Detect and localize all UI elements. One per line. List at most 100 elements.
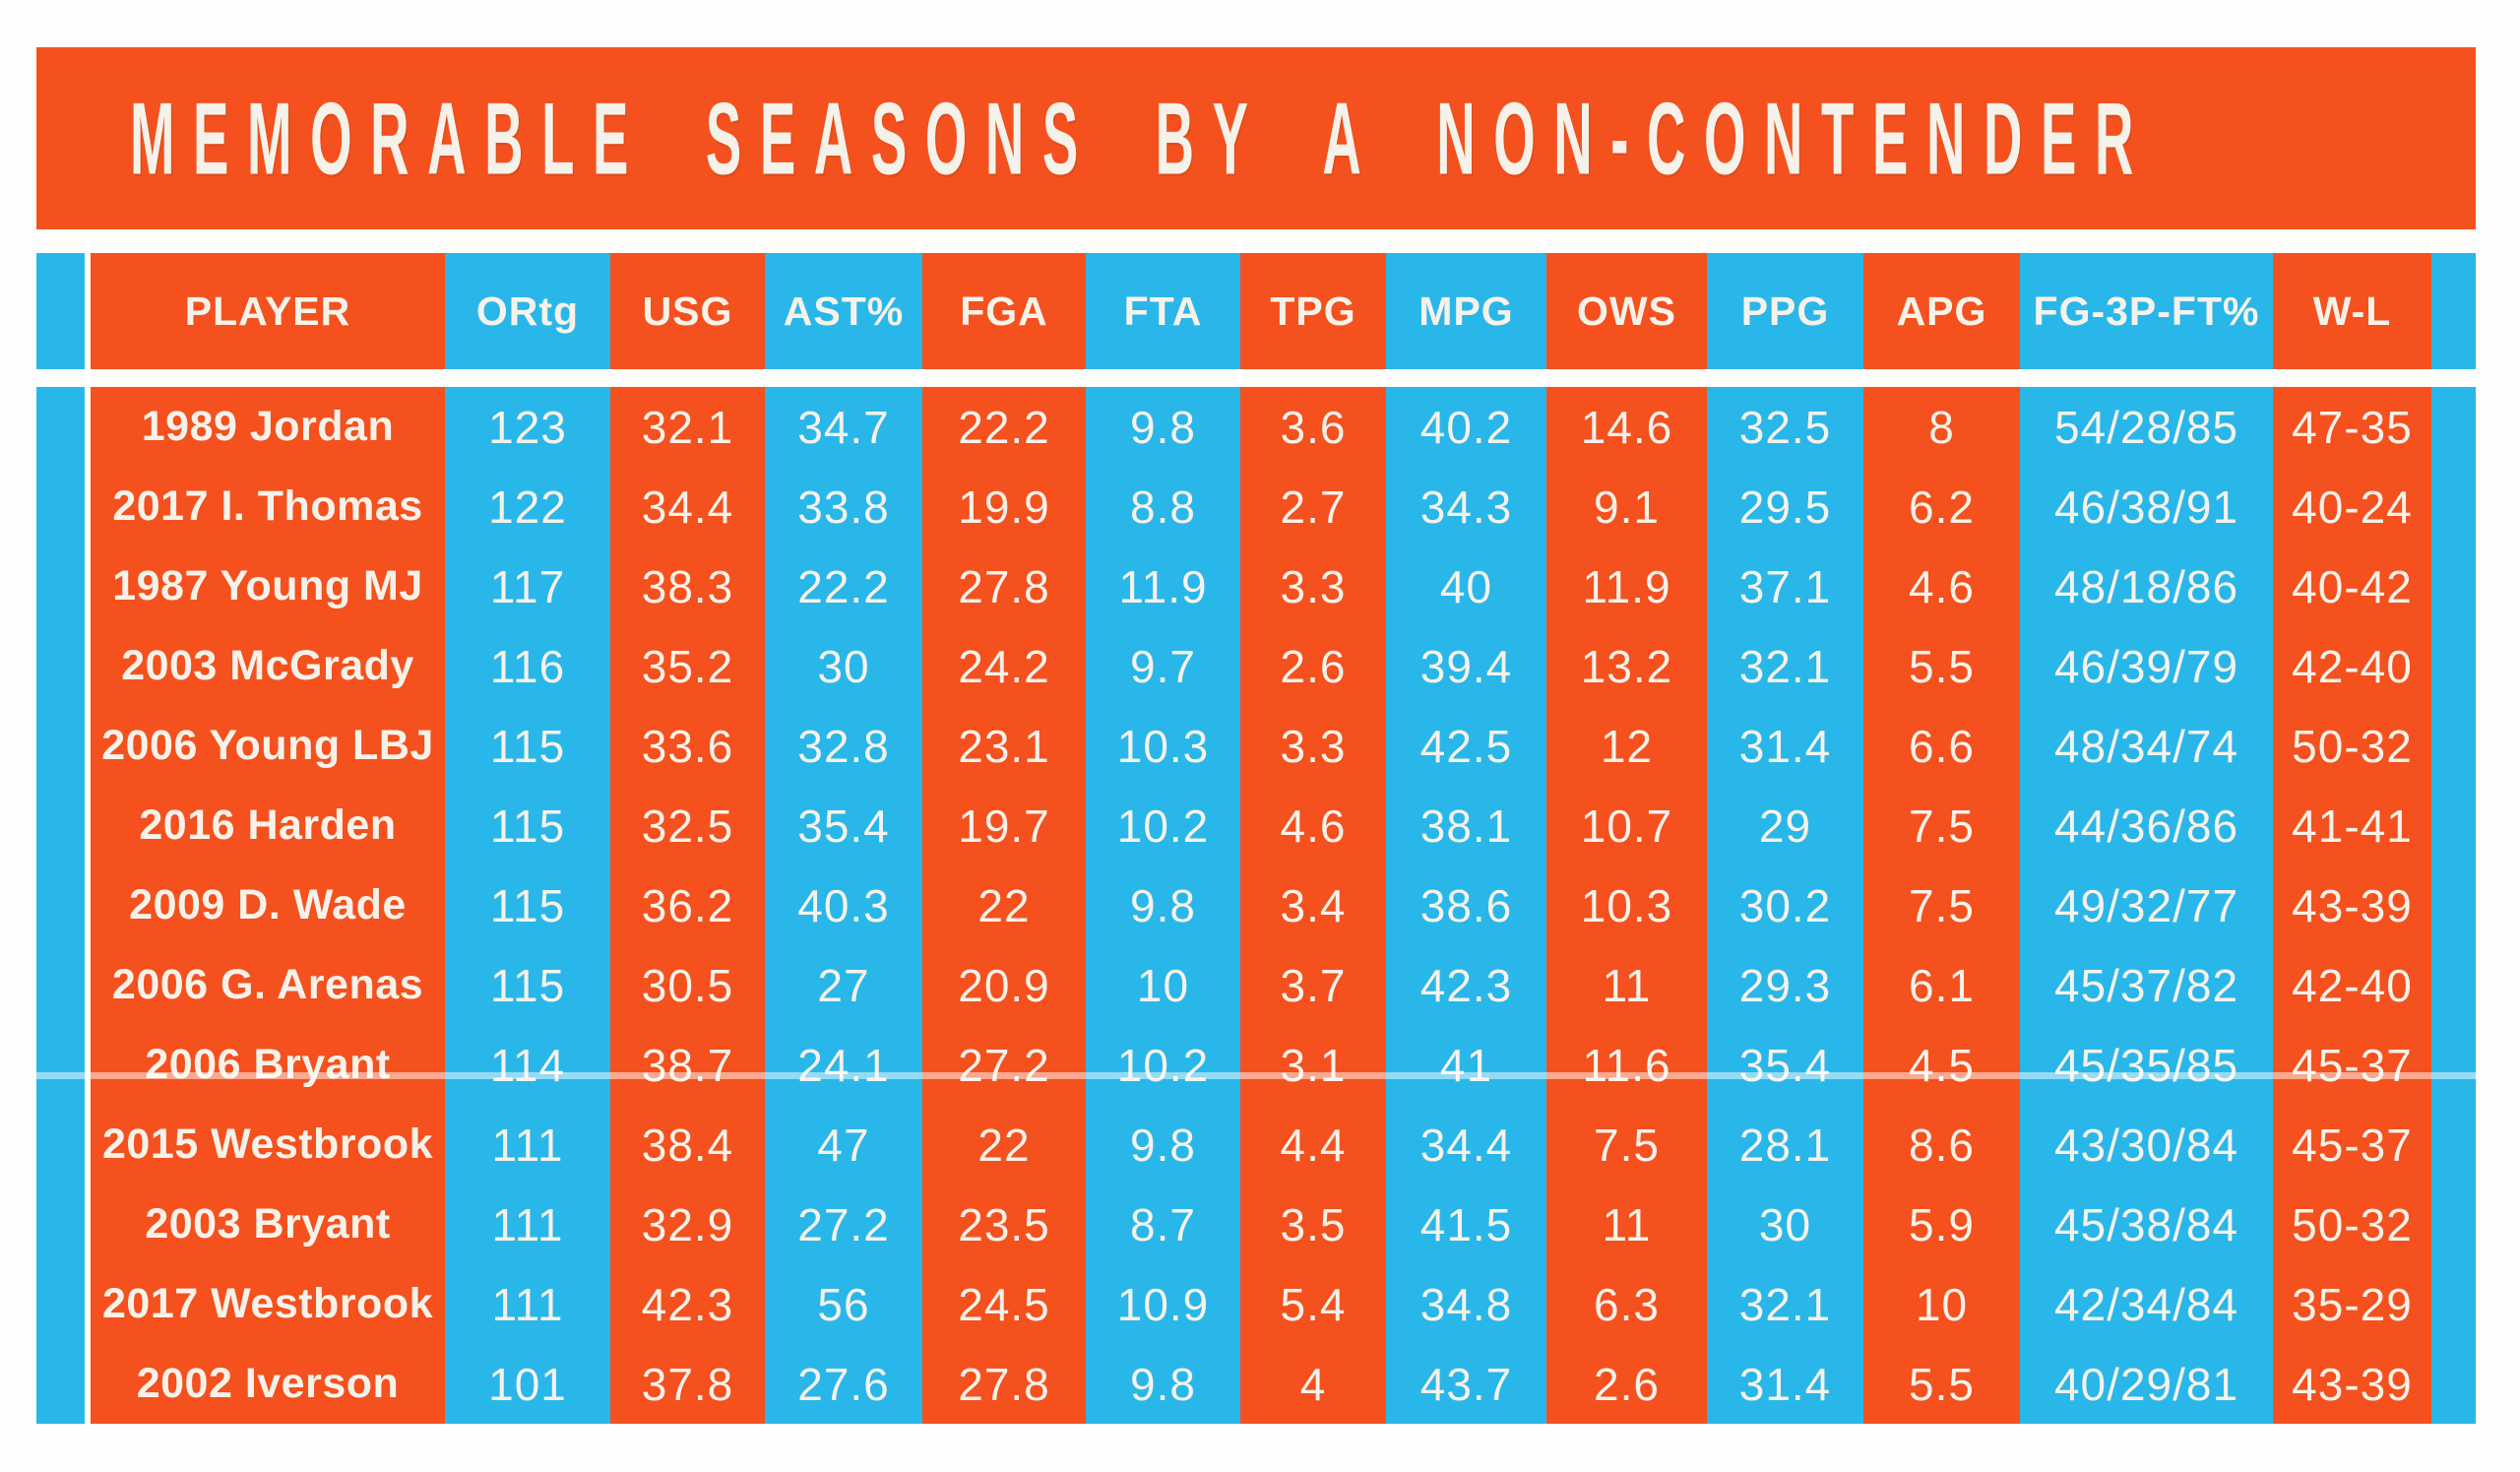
stat-cell-ortg: 101 — [445, 1344, 610, 1424]
stat-cell-fta: 10.2 — [1086, 1025, 1240, 1105]
stat-cell-fta: 10 — [1086, 945, 1240, 1025]
left-gutter-stripe — [36, 786, 85, 865]
stat-cell-apg: 6.2 — [1863, 467, 2020, 546]
left-gutter-stripe — [36, 1184, 85, 1264]
stat-cell-fga: 19.7 — [922, 786, 1086, 865]
stat-cell-wl: 50-32 — [2273, 1184, 2431, 1264]
right-gutter-stripe — [2431, 945, 2476, 1025]
stat-cell-astpct: 34.7 — [765, 387, 922, 467]
stat-cell-ppg: 29 — [1707, 786, 1863, 865]
table-row: 2015 Westbrook 111 38.4 47 22 9.8 4.4 34.4 7.5 28… — [0, 1105, 2520, 1184]
player-cell: 2006 G. Arenas — [91, 945, 445, 1025]
stat-cell-ppg: 29.5 — [1707, 467, 1863, 546]
stat-cell-fga: 27.8 — [922, 546, 1086, 626]
table-row: 2017 I. Thomas 122 34.4 33.8 19.9 8.8 2.7 34.3 9… — [0, 467, 2520, 546]
right-gutter-stripe — [2431, 1184, 2476, 1264]
stat-cell-ortg: 111 — [445, 1264, 610, 1344]
stat-cell-wl: 50-32 — [2273, 706, 2431, 786]
stat-cell-ppg: 31.4 — [1707, 706, 1863, 786]
stat-cell-apg: 5.9 — [1863, 1184, 2020, 1264]
right-gutter-stripe — [2431, 626, 2476, 706]
right-gutter-stripe — [2431, 387, 2476, 467]
stat-cell-mpg: 39.4 — [1386, 626, 1546, 706]
stat-cell-usg: 32.9 — [610, 1184, 765, 1264]
stat-cell-fga: 24.5 — [922, 1264, 1086, 1344]
stat-cell-tpg: 2.6 — [1240, 626, 1386, 706]
stat-cell-tpg: 3.7 — [1240, 945, 1386, 1025]
stat-cell-fg3ftpct: 46/38/91 — [2020, 467, 2273, 546]
left-gutter-stripe — [36, 945, 85, 1025]
stat-cell-fg3ftpct: 40/29/81 — [2020, 1344, 2273, 1424]
stat-cell-usg: 38.4 — [610, 1105, 765, 1184]
stat-cell-usg: 33.6 — [610, 706, 765, 786]
stat-cell-usg: 34.4 — [610, 467, 765, 546]
stat-cell-ppg: 31.4 — [1707, 1344, 1863, 1424]
right-gutter-stripe — [2431, 1264, 2476, 1344]
right-gutter-stripe — [2431, 865, 2476, 945]
stat-cell-ows: 11.6 — [1546, 1025, 1707, 1105]
stat-cell-fta: 10.9 — [1086, 1264, 1240, 1344]
stat-cell-apg: 8.6 — [1863, 1105, 2020, 1184]
stat-cell-apg: 10 — [1863, 1264, 2020, 1344]
page-title-text: MEMORABLE SEASONS BY A NON-CONTENDER — [130, 80, 2152, 196]
stat-cell-wl: 42-40 — [2273, 945, 2431, 1025]
table-row: 2003 Bryant 111 32.9 27.2 23.5 8.7 3.5 41.5 11 30… — [0, 1184, 2520, 1264]
stat-cell-tpg: 3.4 — [1240, 865, 1386, 945]
stat-cell-fga: 22.2 — [922, 387, 1086, 467]
stat-cell-ows: 10.7 — [1546, 786, 1707, 865]
left-gutter-stripe — [36, 467, 85, 546]
header-cell-ows: OWS — [1546, 253, 1707, 369]
right-gutter-stripe — [2431, 546, 2476, 626]
table-row: 2006 Bryant 114 38.7 24.1 27.2 10.2 3.1 41 11.6 3… — [0, 1025, 2520, 1105]
header-cell-usg: USG — [610, 253, 765, 369]
stat-cell-wl: 43-39 — [2273, 1344, 2431, 1424]
stat-cell-tpg: 3.1 — [1240, 1025, 1386, 1105]
stat-cell-ortg: 115 — [445, 865, 610, 945]
stat-cell-ows: 7.5 — [1546, 1105, 1707, 1184]
stat-cell-fta: 9.8 — [1086, 1105, 1240, 1184]
stat-cell-mpg: 43.7 — [1386, 1344, 1546, 1424]
left-gutter-stripe — [36, 706, 85, 786]
stat-cell-wl: 40-24 — [2273, 467, 2431, 546]
table-body: 1989 Jordan 123 32.1 34.7 22.2 9.8 3.6 40.2 14.6… — [0, 387, 2520, 1424]
table-row: 1987 Young MJ 117 38.3 22.2 27.8 11.9 3.3 40 11.… — [0, 546, 2520, 626]
stat-cell-tpg: 2.7 — [1240, 467, 1386, 546]
stat-cell-apg: 6.6 — [1863, 706, 2020, 786]
header-cell-fga: FGA — [922, 253, 1086, 369]
stat-cell-ows: 13.2 — [1546, 626, 1707, 706]
stat-cell-ppg: 37.1 — [1707, 546, 1863, 626]
stat-cell-usg: 38.3 — [610, 546, 765, 626]
left-gutter-stripe — [36, 626, 85, 706]
table-row: 2017 Westbrook 111 42.3 56 24.5 10.9 5.4 34.8 6.… — [0, 1264, 2520, 1344]
stat-cell-tpg: 3.3 — [1240, 546, 1386, 626]
stat-cell-mpg: 42.3 — [1386, 945, 1546, 1025]
right-gutter-stripe — [2431, 706, 2476, 786]
right-gutter-stripe — [2431, 786, 2476, 865]
stat-cell-tpg: 5.4 — [1240, 1264, 1386, 1344]
stat-cell-mpg: 40 — [1386, 546, 1546, 626]
stat-cell-mpg: 41.5 — [1386, 1184, 1546, 1264]
stat-cell-ppg: 32.1 — [1707, 626, 1863, 706]
stat-cell-ortg: 114 — [445, 1025, 610, 1105]
stat-cell-usg: 35.2 — [610, 626, 765, 706]
stat-cell-ppg: 30 — [1707, 1184, 1863, 1264]
stat-cell-fta: 11.9 — [1086, 546, 1240, 626]
right-gutter-stripe — [2431, 1105, 2476, 1184]
table-row: 2003 McGrady 116 35.2 30 24.2 9.7 2.6 39.4 13.2 3… — [0, 626, 2520, 706]
stat-cell-ows: 11 — [1546, 1184, 1707, 1264]
table-row: 2006 Young LBJ 115 33.6 32.8 23.1 10.3 3.3 42.5… — [0, 706, 2520, 786]
stat-cell-wl: 45-37 — [2273, 1105, 2431, 1184]
title-bar: MEMORABLE SEASONS BY A NON-CONTENDER — [36, 47, 2476, 229]
stat-cell-fta: 9.8 — [1086, 1344, 1240, 1424]
stat-cell-fga: 22 — [922, 865, 1086, 945]
stat-cell-tpg: 3.6 — [1240, 387, 1386, 467]
stat-cell-fg3ftpct: 48/18/86 — [2020, 546, 2273, 626]
stat-cell-fg3ftpct: 46/39/79 — [2020, 626, 2273, 706]
stat-cell-tpg: 3.5 — [1240, 1184, 1386, 1264]
stat-cell-ppg: 29.3 — [1707, 945, 1863, 1025]
left-gutter-stripe — [36, 253, 85, 369]
stat-cell-tpg: 4.6 — [1240, 786, 1386, 865]
header-cell-fta: FTA — [1086, 253, 1240, 369]
stat-cell-astpct: 35.4 — [765, 786, 922, 865]
